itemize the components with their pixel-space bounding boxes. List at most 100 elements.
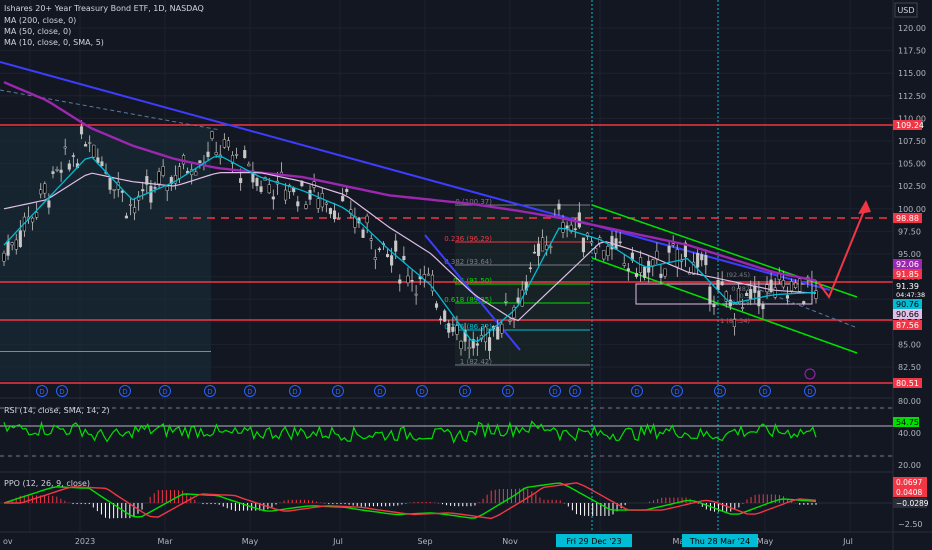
dividend-icon[interactable]	[119, 385, 131, 397]
candle-body	[708, 286, 712, 304]
candle-body	[606, 246, 610, 256]
candle-body	[14, 239, 18, 250]
fib-labels: 0 (100.37) 0.236 (96.29) 0.382 (93.64) 0.5 …	[444, 198, 492, 366]
candle-body	[700, 254, 704, 261]
projection-arrow[interactable]	[817, 205, 867, 300]
candle-body	[716, 279, 720, 291]
dividend-icon[interactable]	[569, 385, 581, 397]
legend-ma10[interactable]: MA (10, close, 0, SMA, 5)	[4, 38, 104, 47]
dividend-icon-glyph: D	[674, 388, 679, 396]
dividend-icon[interactable]	[374, 385, 386, 397]
candle-body	[577, 212, 581, 228]
candle-body	[643, 266, 647, 278]
candle-body	[741, 307, 745, 309]
rsi-tag-bg	[893, 417, 919, 427]
candle-body	[594, 247, 598, 254]
dividend-icon[interactable]	[804, 385, 816, 397]
legend-ma200[interactable]: MA (200, close, 0)	[4, 16, 76, 25]
dividend-icon[interactable]	[759, 385, 771, 397]
candle-body	[6, 240, 10, 256]
dividend-icon-glyph: D	[762, 388, 767, 396]
dividend-icon[interactable]	[671, 385, 683, 397]
price-tick-label: 102.50	[898, 182, 926, 191]
dividend-icon[interactable]	[36, 385, 48, 397]
candle-body	[145, 176, 149, 185]
dividend-icon[interactable]	[244, 385, 256, 397]
candle-body	[724, 291, 728, 302]
price-tick-label: 105.00	[898, 160, 926, 169]
range-rectangle[interactable]	[635, 283, 813, 305]
price-tick-label: 82.50	[898, 363, 921, 372]
dividend-icon[interactable]	[159, 385, 171, 397]
price-tag-label: 98.88	[896, 214, 919, 223]
trend-line-blue[interactable]	[0, 61, 831, 291]
dividend-icon-glyph: D	[552, 388, 557, 396]
ppo-tag-label: 0.0697	[896, 478, 922, 487]
dividend-icon-glyph: D	[807, 388, 812, 396]
dividend-icon[interactable]	[56, 385, 68, 397]
price-tag-label: 90.76	[896, 300, 919, 309]
split-icon[interactable]	[804, 368, 816, 380]
candle-body	[206, 151, 210, 157]
time-label: May	[757, 537, 774, 546]
time-label: Fri 29 Dec '23	[566, 537, 621, 546]
candle-body	[108, 177, 112, 190]
time-label: Mar	[672, 537, 688, 546]
candle-body	[696, 253, 700, 268]
ppo-tag-bg	[893, 477, 927, 487]
price-tag-bg	[893, 269, 922, 279]
candle-body	[255, 178, 259, 187]
dividend-icon[interactable]	[714, 385, 726, 397]
dividend-icon[interactable]	[631, 385, 643, 397]
dividend-icon-glyph: D	[717, 388, 722, 396]
fib-label: 0.382 (93.64)	[444, 258, 492, 266]
dividend-icon-glyph: D	[247, 388, 252, 396]
candle-body	[133, 207, 137, 214]
dividend-icon[interactable]	[459, 385, 471, 397]
candle-body	[377, 248, 381, 251]
candle-body	[365, 215, 369, 224]
dividend-icon[interactable]	[502, 385, 514, 397]
price-tags: 109.2498.8892.0691.8591.3904:47:3890.769…	[893, 120, 925, 388]
candle-body	[410, 279, 414, 282]
ppo-tag-label: −0.0289	[896, 499, 929, 508]
candle-body	[798, 278, 802, 292]
time-label: Nov	[502, 537, 518, 546]
time-label: Mar	[157, 537, 173, 546]
candle-body	[732, 319, 736, 327]
candle-body	[288, 184, 292, 192]
dividend-icon-glyph: D	[572, 388, 577, 396]
dividend-icon[interactable]	[332, 385, 344, 397]
candle-body	[157, 171, 161, 185]
price-tick-label: 112.50	[898, 92, 926, 101]
dividend-icon[interactable]	[416, 385, 428, 397]
dividend-icon[interactable]	[204, 385, 216, 397]
price-tag-bg	[893, 309, 922, 319]
candle-body	[332, 210, 337, 220]
dividend-icon[interactable]	[289, 385, 301, 397]
candle-body	[463, 330, 467, 342]
price-tick-label: 85.00	[898, 340, 921, 349]
candle-body	[63, 146, 67, 149]
rsi-legend[interactable]: RSI (14, close, SMA, 14, 2)	[4, 406, 110, 415]
candle-body	[426, 273, 430, 276]
legend-ma50[interactable]: MA (50, close, 0)	[4, 27, 71, 36]
channel-upper[interactable]	[591, 204, 858, 298]
candle-body	[618, 241, 622, 244]
ppo-legend[interactable]: PPO (12, 26, 9, close)	[4, 479, 90, 488]
candle-body	[341, 195, 345, 202]
candle-body	[488, 337, 492, 351]
currency-box[interactable]	[894, 2, 918, 18]
candle-body	[398, 279, 402, 284]
price-tick-label: 97.50	[898, 227, 921, 236]
candle-body	[149, 185, 153, 203]
dividend-icon[interactable]	[549, 385, 561, 397]
candle-body	[320, 193, 324, 208]
ppo-tag-bg	[893, 498, 927, 508]
candle-body	[655, 250, 659, 260]
time-axis[interactable]: ov 2023 Mar May Jul Sep Nov Fri 29 Dec '23 Mar Th…	[3, 534, 853, 547]
rsi-tag-label: 54.75	[896, 418, 919, 427]
